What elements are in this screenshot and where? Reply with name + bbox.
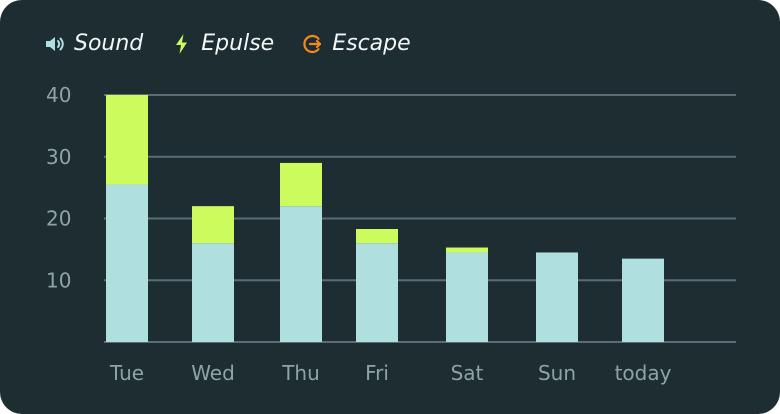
y-tick-label: 40 <box>46 83 71 107</box>
bar-sound-today[interactable] <box>622 258 664 342</box>
bar-epulse-thu[interactable] <box>280 162 322 207</box>
legend: Sound Epulse Escape <box>44 30 411 58</box>
bar-sound-wed[interactable] <box>192 243 234 342</box>
x-tick-label-thu: Thu <box>281 361 320 385</box>
escape-icon <box>302 33 324 55</box>
x-tick-label-wed: Wed <box>191 361 235 385</box>
legend-item-epulse[interactable]: Epulse <box>171 30 274 58</box>
y-tick-label: 30 <box>46 145 71 169</box>
legend-label-escape: Escape <box>332 31 411 56</box>
y-tick-label: 10 <box>46 268 71 292</box>
legend-label-sound: Sound <box>74 31 144 56</box>
legend-item-sound[interactable]: Sound <box>44 30 143 58</box>
speaker-icon <box>44 33 66 55</box>
bar-sound-thu[interactable] <box>280 206 322 342</box>
x-tick-label-tue: Tue <box>109 361 144 385</box>
bar-sound-sat[interactable] <box>446 252 488 342</box>
lightning-icon <box>171 33 193 55</box>
bar-epulse-sat[interactable] <box>446 247 488 253</box>
bar-sound-sun[interactable] <box>536 252 578 342</box>
bar-sound-tue[interactable] <box>106 184 148 342</box>
y-tick-label: 20 <box>46 207 71 231</box>
x-tick-label-today: today <box>615 361 672 385</box>
legend-label-epulse: Epulse <box>201 31 275 56</box>
x-tick-label-sun: Sun <box>538 361 576 385</box>
x-tick-label-sat: Sat <box>451 361 484 385</box>
bar-epulse-tue[interactable] <box>106 95 148 185</box>
legend-item-escape[interactable]: Escape <box>302 30 411 58</box>
bar-epulse-fri[interactable] <box>356 228 398 244</box>
bar-epulse-wed[interactable] <box>192 206 234 244</box>
bar-sound-fri[interactable] <box>356 243 398 342</box>
x-tick-label-fri: Fri <box>365 361 389 385</box>
